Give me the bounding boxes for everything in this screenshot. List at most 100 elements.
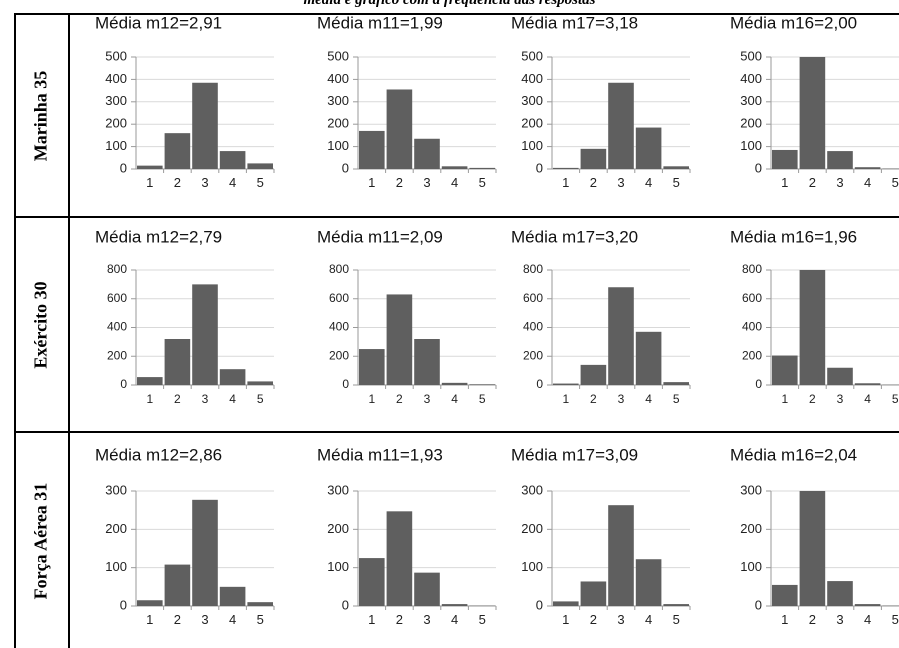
y-tick-label: 100 — [105, 138, 127, 153]
bar — [386, 294, 413, 385]
y-tick-label: 200 — [523, 348, 543, 362]
chart-2: Média m11=1,99 0 100 200 300 400 500 1 2 3 4 5 — [317, 13, 497, 190]
x-tick-label: 5 — [892, 392, 899, 406]
x-tick-label: 3 — [618, 392, 625, 406]
x-tick-label: 3 — [836, 175, 843, 190]
bar — [164, 564, 191, 606]
y-tick-label: 500 — [105, 48, 127, 63]
bar — [359, 349, 385, 385]
y-tick-label: 300 — [521, 482, 543, 497]
y-tick-label: 500 — [740, 48, 762, 63]
bar — [192, 499, 218, 606]
bar — [663, 166, 689, 169]
bar — [772, 149, 798, 169]
bar — [219, 586, 246, 606]
x-tick-label: 1 — [146, 175, 153, 190]
y-tick-label: 0 — [120, 597, 127, 612]
x-tick-label: 5 — [892, 612, 899, 627]
x-tick-label: 4 — [645, 612, 652, 627]
label-column-divider — [68, 13, 70, 648]
y-tick-label: 200 — [740, 116, 762, 131]
bar — [608, 287, 634, 385]
y-tick-label: 0 — [120, 377, 127, 391]
bar — [469, 384, 495, 385]
y-tick-label: 100 — [521, 138, 543, 153]
bar — [414, 339, 440, 385]
x-tick-label: 3 — [201, 612, 208, 627]
x-tick-label: 3 — [201, 175, 208, 190]
bar — [854, 604, 881, 606]
y-tick-label: 100 — [521, 559, 543, 574]
bar — [854, 383, 881, 385]
bar — [635, 559, 662, 606]
chart-title: Média m17=3,09 — [511, 445, 638, 464]
x-tick-label: 3 — [617, 175, 624, 190]
x-tick-label: 5 — [479, 392, 486, 406]
bar — [799, 57, 826, 169]
y-tick-label: 200 — [521, 116, 543, 131]
chart-title: Média m16=2,00 — [730, 13, 857, 32]
x-tick-label: 2 — [174, 612, 181, 627]
x-tick-label: 2 — [396, 175, 403, 190]
y-tick-label: 800 — [523, 262, 543, 276]
bar — [827, 367, 853, 385]
y-tick-label: 100 — [740, 138, 762, 153]
y-tick-label: 300 — [740, 93, 762, 108]
x-tick-label: 3 — [617, 612, 624, 627]
chart-title: Média m16=2,04 — [730, 445, 857, 464]
y-tick-label: 400 — [105, 71, 127, 86]
x-tick-label: 5 — [673, 392, 680, 406]
x-tick-label: 1 — [562, 175, 569, 190]
x-tick-label: 2 — [174, 392, 181, 406]
bar — [247, 602, 273, 606]
x-tick-label: 3 — [423, 175, 430, 190]
x-tick-label: 1 — [781, 612, 788, 627]
chart-5: Média m12=2,79 0 200 400 600 800 1 2 3 4 5 — [95, 227, 275, 406]
y-tick-label: 200 — [327, 116, 349, 131]
x-tick-label: 3 — [424, 392, 431, 406]
table-border-left — [14, 13, 16, 648]
y-tick-label: 100 — [327, 559, 349, 574]
chart-12: Média m16=2,04 0 100 200 300 1 2 3 4 5 — [730, 445, 899, 627]
y-tick-label: 0 — [755, 160, 762, 175]
bar — [772, 355, 798, 385]
bar — [441, 604, 468, 606]
bar — [441, 382, 468, 385]
bar — [441, 166, 468, 169]
y-tick-label: 0 — [342, 377, 349, 391]
bar — [827, 581, 853, 606]
x-tick-label: 4 — [451, 392, 458, 406]
y-tick-label: 400 — [329, 320, 349, 334]
y-tick-label: 0 — [755, 377, 762, 391]
x-tick-label: 1 — [562, 392, 569, 406]
y-tick-label: 500 — [327, 48, 349, 63]
y-tick-label: 200 — [742, 348, 762, 362]
x-tick-label: 5 — [892, 175, 899, 190]
bar — [137, 600, 163, 606]
x-tick-label: 5 — [257, 392, 264, 406]
y-tick-label: 0 — [342, 597, 349, 612]
bar — [799, 270, 826, 385]
chart-3: Média m17=3,18 0 100 200 300 400 500 1 2 3 4 5 — [511, 13, 691, 190]
y-tick-label: 800 — [107, 262, 127, 276]
bar — [469, 167, 495, 169]
chart-title: Média m12=2,79 — [95, 227, 222, 246]
y-tick-label: 200 — [329, 348, 349, 362]
x-tick-label: 2 — [396, 612, 403, 627]
x-tick-label: 4 — [451, 175, 458, 190]
y-tick-label: 400 — [740, 71, 762, 86]
y-tick-label: 300 — [105, 93, 127, 108]
x-tick-label: 4 — [229, 175, 236, 190]
y-tick-label: 600 — [523, 291, 543, 305]
y-tick-label: 200 — [327, 521, 349, 536]
x-tick-label: 4 — [645, 175, 652, 190]
chart-title: Média m12=2,91 — [95, 13, 222, 32]
bar — [414, 138, 440, 169]
y-tick-label: 0 — [755, 597, 762, 612]
x-tick-label: 1 — [368, 175, 375, 190]
bar — [635, 331, 662, 385]
y-tick-label: 200 — [521, 521, 543, 536]
bar — [164, 339, 191, 385]
x-tick-label: 2 — [809, 612, 816, 627]
y-tick-label: 0 — [536, 160, 543, 175]
